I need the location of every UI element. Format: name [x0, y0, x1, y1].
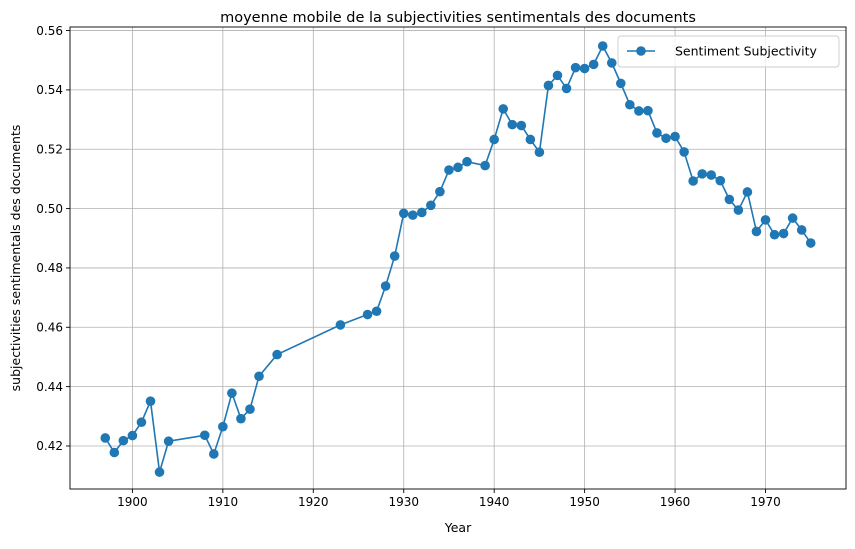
data-point: [706, 170, 717, 180]
data-point: [444, 165, 454, 175]
y-tick-label: 0.44: [36, 380, 63, 394]
data-point: [118, 435, 129, 446]
y-tick-label: 0.50: [36, 202, 63, 216]
data-point: [778, 228, 789, 239]
data-point: [209, 449, 219, 459]
series-line-group: [100, 41, 816, 477]
data-point: [534, 147, 545, 158]
legend: Sentiment Subjectivity: [617, 35, 840, 68]
data-point: [227, 388, 237, 398]
y-tick-label: 0.48: [36, 261, 63, 275]
data-point: [751, 226, 762, 237]
data-point: [199, 430, 210, 441]
data-point: [579, 63, 590, 74]
data-point: [335, 320, 346, 330]
data-point: [760, 215, 771, 225]
data-point: [652, 128, 662, 138]
data-point: [597, 41, 608, 51]
data-point: [245, 404, 255, 414]
data-point: [417, 207, 427, 218]
data-point: [606, 58, 617, 68]
y-tick-label: 0.42: [36, 439, 63, 453]
data-point: [371, 306, 382, 317]
data-point: [498, 104, 509, 114]
data-point: [787, 213, 798, 223]
data-point: [724, 194, 735, 205]
data-point: [516, 120, 527, 131]
x-tick-label: 1900: [117, 495, 148, 509]
data-point: [426, 200, 436, 211]
plot-area-frame: [69, 26, 847, 490]
x-tick-label: 1970: [750, 495, 781, 509]
data-point: [543, 80, 554, 91]
y-tick-label: 0.56: [36, 24, 63, 38]
chart-title: moyenne mobile de la subjectivities sent…: [220, 10, 696, 26]
data-point: [670, 131, 680, 142]
data-point: [453, 162, 463, 173]
data-point: [796, 225, 807, 235]
data-point: [272, 349, 282, 360]
data-point: [489, 134, 499, 145]
x-axis-label: Year: [444, 520, 472, 535]
data-point: [733, 205, 744, 215]
data-point: [769, 229, 780, 240]
data-point: [163, 436, 174, 447]
data-point: [615, 78, 626, 89]
y-tick-label: 0.52: [36, 142, 63, 156]
y-tick-label: 0.46: [36, 320, 63, 334]
data-point: [588, 59, 599, 70]
x-tick-label: 1960: [660, 495, 691, 509]
legend-label: Sentiment Subjectivity: [675, 44, 818, 59]
x-tick-label: 1940: [479, 495, 510, 509]
legend-box: [617, 35, 840, 68]
data-point: [236, 413, 246, 424]
data-point: [715, 175, 726, 186]
data-point: [805, 238, 816, 248]
data-point: [389, 251, 400, 261]
data-point: [145, 396, 156, 406]
data-point: [127, 430, 138, 441]
data-point: [634, 106, 644, 116]
data-point: [480, 160, 490, 171]
x-tick-label: 1930: [388, 495, 419, 509]
data-point: [380, 281, 391, 291]
x-tick-label: 1920: [298, 495, 329, 509]
grid: [70, 27, 846, 489]
y-tick-label: 0.54: [36, 83, 63, 97]
data-point: [362, 309, 373, 320]
data-point: [398, 208, 409, 219]
x-tick-label: 1950: [569, 495, 600, 509]
y-axis-label: subjectivities sentimentals des document…: [8, 125, 23, 392]
legend-point-marker: [636, 46, 646, 56]
data-point: [100, 433, 111, 443]
data-point: [742, 187, 753, 197]
data-point: [643, 105, 653, 116]
data-point: [462, 156, 472, 167]
data-point: [661, 133, 671, 144]
data-point: [697, 169, 707, 179]
data-point: [218, 421, 228, 432]
data-point: [525, 134, 536, 145]
data-point: [136, 417, 147, 428]
data-point: [625, 99, 635, 110]
y-ticks: 0.42 0.44 0.46 0.48 0.50 0.52 0.54 0.56: [36, 24, 70, 453]
data-point: [507, 119, 518, 130]
data-point: [154, 467, 165, 477]
data-point: [254, 371, 264, 382]
x-tick-label: 1910: [208, 495, 239, 509]
data-point: [688, 176, 698, 186]
data-point: [679, 147, 689, 157]
data-point: [407, 210, 418, 220]
data-point: [435, 186, 445, 197]
x-ticks: 1900 1910 1920 1930 1940 1950 1960 1970: [117, 489, 781, 509]
data-point: [552, 70, 563, 81]
data-point: [109, 447, 120, 458]
data-point: [561, 83, 572, 94]
series-line: [104, 44, 812, 473]
data-point: [570, 62, 581, 73]
